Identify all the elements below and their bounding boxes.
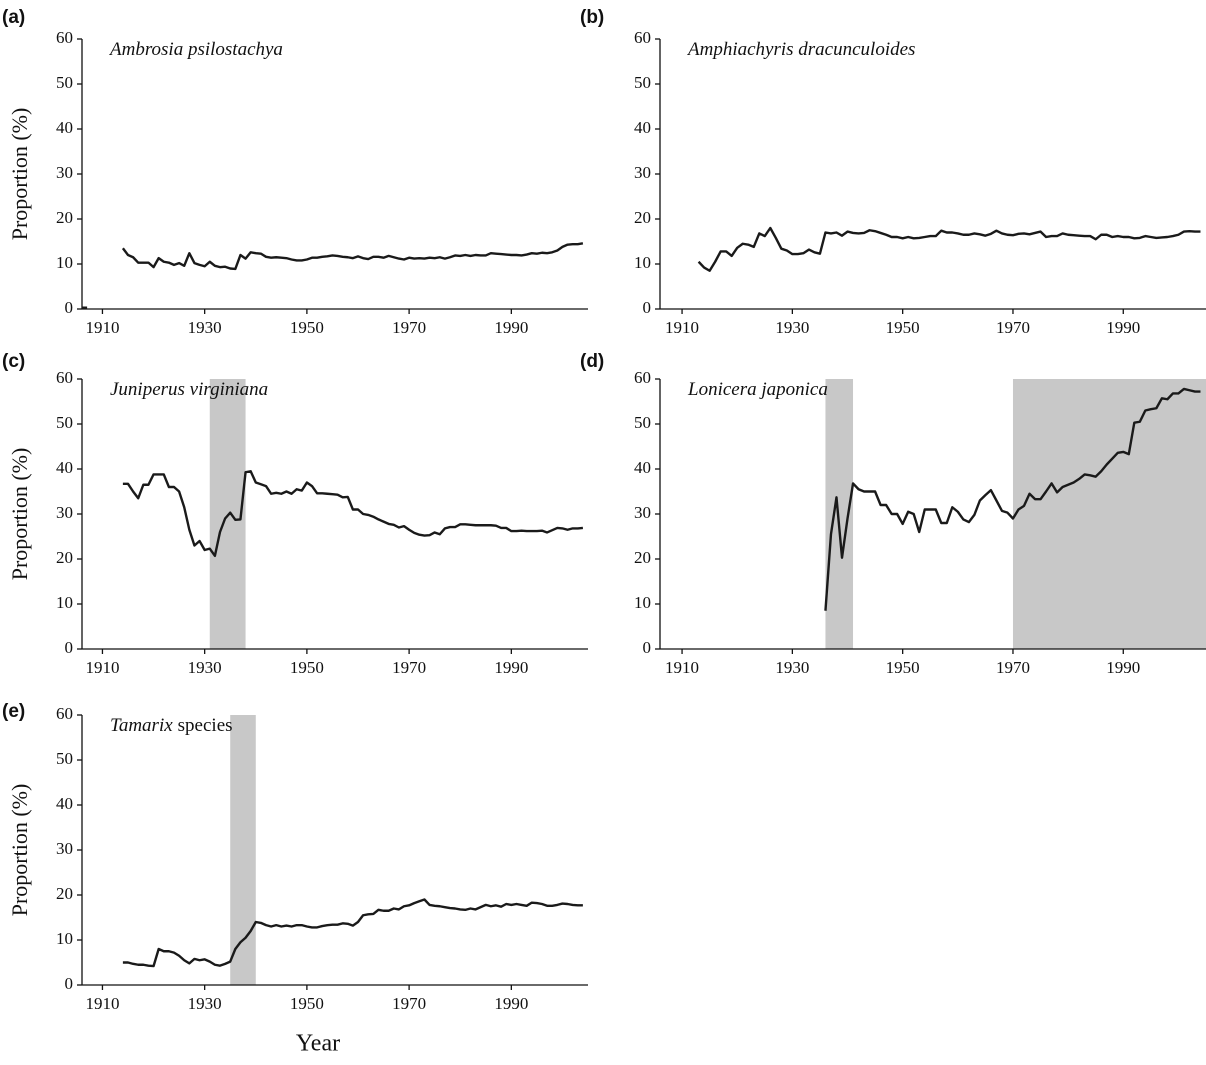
y-tick-label: 0 [65,298,74,317]
x-tick-label: 1930 [775,318,809,337]
panel-label: (b) [580,7,604,28]
y-tick-label: 20 [634,548,651,567]
y-tick-label: 50 [56,749,73,768]
x-tick-label: 1990 [494,658,528,677]
x-tick-label: 1990 [1106,658,1140,677]
y-tick-label: 0 [643,638,652,657]
y-tick-label: 40 [56,458,73,477]
y-tick-label: 40 [634,458,651,477]
y-tick-label: 10 [56,593,73,612]
panel-label: (d) [580,351,604,372]
y-tick-label: 0 [643,298,652,317]
species-name: Ambrosia psilostachya [108,39,283,60]
y-tick-label: 20 [634,208,651,227]
y-tick-label: 30 [634,163,651,182]
x-tick-label: 1990 [1106,318,1140,337]
species-name: Tamarix [110,715,173,736]
shaded-period [1012,379,1206,649]
y-tick-label: 60 [634,28,651,47]
y-tick-label: 40 [634,118,651,137]
x-tick-label: 1930 [188,658,222,677]
y-tick-label: 50 [634,73,651,92]
x-tick-label: 1950 [290,994,324,1013]
y-tick-label: 30 [56,163,73,182]
species-name: Lonicera japonica [687,379,828,400]
y-tick-label: 60 [56,704,73,723]
y-tick-label: 10 [634,593,651,612]
y-tick-label: 40 [56,794,73,813]
panel-title: Ambrosia psilostachya [108,39,283,60]
y-tick-label: 20 [56,208,73,227]
y-tick-label: 60 [634,368,651,387]
y-tick-label: 60 [56,28,73,47]
x-tick-label: 1990 [494,994,528,1013]
y-tick-label: 30 [56,503,73,522]
y-tick-label: 0 [65,638,74,657]
y-tick-label: 30 [56,839,73,858]
y-tick-label: 50 [56,73,73,92]
x-tick-label: 1910 [85,994,119,1013]
panel-title: Juniperus virginiana [110,379,268,400]
x-tick-label: 1970 [996,318,1030,337]
y-tick-label: 10 [56,929,73,948]
y-tick-label: 50 [56,413,73,432]
x-tick-label: 1950 [886,318,920,337]
y-tick-label: 30 [634,503,651,522]
shaded-period [230,715,256,985]
panel-label: (c) [2,351,25,372]
y-tick-label: 0 [65,974,74,993]
x-tick-label: 1930 [188,994,222,1013]
y-axis-label: Proportion (%) [7,108,32,241]
panel-title: Amphiachyris dracunculoides [686,39,915,60]
x-tick-label: 1910 [665,318,699,337]
x-tick-label: 1910 [665,658,699,677]
y-tick-label: 10 [56,253,73,272]
data-line [824,387,1201,611]
x-tick-label: 1970 [996,658,1030,677]
data-line [82,242,584,309]
x-tick-label: 1970 [392,994,426,1013]
y-tick-label: 20 [56,884,73,903]
title-suffix: species [178,715,233,736]
y-tick-label: 60 [56,368,73,387]
x-tick-label: 1970 [392,658,426,677]
x-axis-label: Year [296,1031,340,1057]
data-line [122,898,583,968]
panel-title: Tamarix species [110,715,233,736]
x-tick-label: 1930 [775,658,809,677]
panel-label: (a) [2,7,25,28]
y-tick-label: 10 [634,253,651,272]
x-tick-label: 1950 [290,658,324,677]
x-tick-label: 1930 [188,318,222,337]
species-name: Amphiachyris dracunculoides [686,39,915,60]
x-tick-label: 1910 [85,658,119,677]
x-tick-label: 1910 [85,318,119,337]
panel-label: (e) [2,701,25,722]
y-tick-label: 20 [56,548,73,567]
x-tick-label: 1950 [886,658,920,677]
x-tick-label: 1950 [290,318,324,337]
x-tick-label: 1970 [392,318,426,337]
y-axis-label: Proportion (%) [7,448,32,581]
species-name: Juniperus virginiana [110,379,268,400]
panel-title: Lonicera japonica [687,379,828,400]
y-axis-label: Proportion (%) [7,784,32,917]
data-line [697,226,1201,272]
data-line [122,470,583,558]
y-tick-label: 40 [56,118,73,137]
y-tick-label: 50 [634,413,651,432]
x-tick-label: 1990 [494,318,528,337]
